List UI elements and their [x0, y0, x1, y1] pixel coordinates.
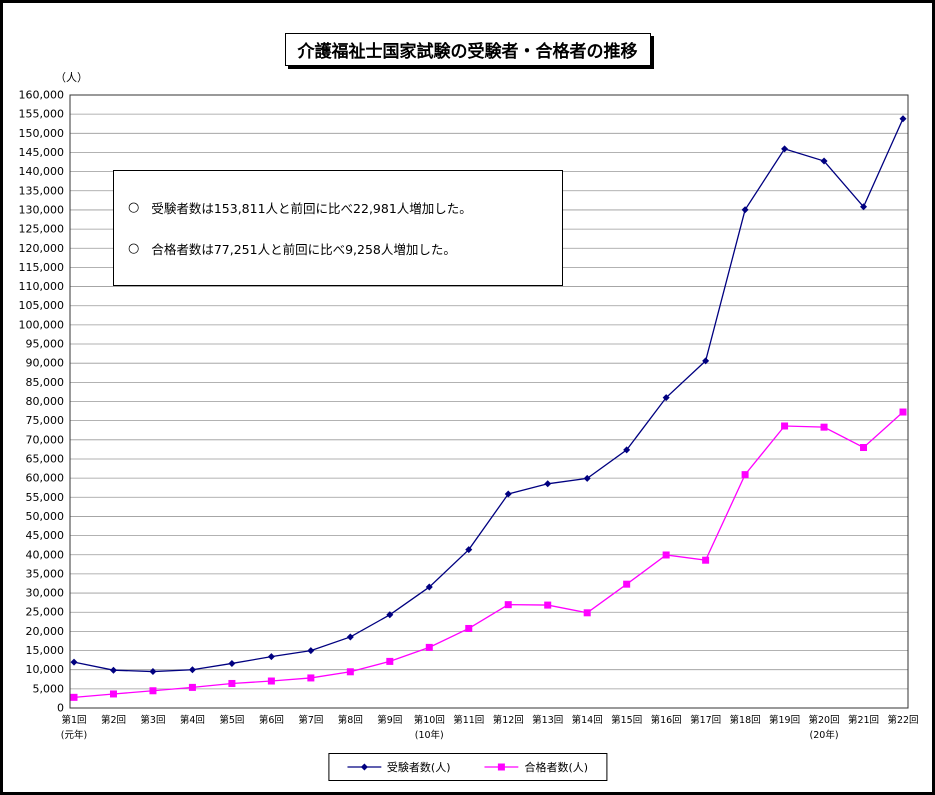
- svg-text:115,000: 115,000: [19, 261, 65, 274]
- svg-text:第1回: 第1回: [61, 714, 86, 726]
- svg-text:130,000: 130,000: [19, 203, 65, 216]
- svg-text:20,000: 20,000: [26, 625, 65, 638]
- legend-label-examinees: 受験者数(人): [386, 761, 451, 774]
- circle-bullet-icon: ○: [128, 200, 140, 215]
- svg-text:第7回: 第7回: [298, 714, 323, 726]
- svg-text:40,000: 40,000: [26, 548, 65, 561]
- svg-text:第10回: 第10回: [414, 714, 445, 726]
- annotation-text-passers: 合格者数は77,251人と前回に比べ9,258人増加した。: [151, 242, 456, 257]
- annotation-box: ○ 受験者数は153,811人と前回に比べ22,981人増加した。 ○ 合格者数…: [113, 170, 563, 286]
- svg-text:50,000: 50,000: [26, 510, 65, 523]
- y-axis-unit-label: （人）: [55, 71, 88, 84]
- svg-text:(元年): (元年): [61, 729, 87, 741]
- svg-text:第21回: 第21回: [848, 714, 879, 726]
- svg-text:第3回: 第3回: [140, 714, 165, 726]
- svg-text:(10年): (10年): [415, 729, 444, 741]
- svg-text:第17回: 第17回: [690, 714, 721, 726]
- diamond-marker-icon: [346, 763, 381, 771]
- svg-text:90,000: 90,000: [26, 357, 65, 370]
- svg-text:75,000: 75,000: [26, 414, 65, 427]
- svg-text:第14回: 第14回: [572, 714, 603, 726]
- svg-text:35,000: 35,000: [26, 567, 65, 580]
- circle-bullet-icon: ○: [128, 241, 140, 256]
- legend-item-passers: 合格者数(人): [484, 759, 589, 775]
- chart-title: 介護福祉士国家試験の受験者・合格者の推移: [284, 33, 651, 66]
- svg-text:第20回: 第20回: [809, 714, 840, 726]
- svg-text:(20年): (20年): [810, 729, 839, 741]
- svg-text:80,000: 80,000: [26, 395, 65, 408]
- svg-text:125,000: 125,000: [19, 223, 65, 236]
- svg-text:105,000: 105,000: [19, 299, 65, 312]
- svg-text:55,000: 55,000: [26, 491, 65, 504]
- svg-text:25,000: 25,000: [26, 606, 65, 619]
- svg-text:第8回: 第8回: [338, 714, 363, 726]
- svg-text:第6回: 第6回: [259, 714, 284, 726]
- svg-text:第16回: 第16回: [651, 714, 682, 726]
- svg-text:第22回: 第22回: [887, 714, 918, 726]
- svg-text:60,000: 60,000: [26, 472, 65, 485]
- svg-text:145,000: 145,000: [19, 146, 65, 159]
- svg-text:5,000: 5,000: [33, 682, 65, 695]
- svg-text:45,000: 45,000: [26, 529, 65, 542]
- svg-text:第5回: 第5回: [219, 714, 244, 726]
- chart-legend: 受験者数(人) 合格者数(人): [327, 753, 608, 781]
- line-chart-canvas: 0 5,000 10,000 15,000 20,000 25,000 30,000 35,0…: [19, 89, 919, 742]
- svg-text:第4回: 第4回: [180, 714, 205, 726]
- svg-text:第2回: 第2回: [101, 714, 126, 726]
- svg-text:85,000: 85,000: [26, 376, 65, 389]
- square-marker-icon: [484, 763, 519, 771]
- svg-text:100,000: 100,000: [19, 318, 65, 331]
- annotation-text-examinees: 受験者数は153,811人と前回に比べ22,981人増加した。: [151, 201, 472, 216]
- svg-text:65,000: 65,000: [26, 452, 65, 465]
- svg-text:0: 0: [57, 702, 64, 715]
- svg-text:第19回: 第19回: [769, 714, 800, 726]
- svg-text:第18回: 第18回: [730, 714, 761, 726]
- svg-text:110,000: 110,000: [19, 280, 65, 293]
- legend-label-passers: 合格者数(人): [524, 761, 589, 774]
- svg-text:135,000: 135,000: [19, 184, 65, 197]
- svg-text:10,000: 10,000: [26, 663, 65, 676]
- svg-text:第12回: 第12回: [493, 714, 524, 726]
- svg-text:160,000: 160,000: [19, 89, 65, 102]
- svg-text:150,000: 150,000: [19, 127, 65, 140]
- svg-text:140,000: 140,000: [19, 165, 65, 178]
- annotation-line: ○ 合格者数は77,251人と前回に比べ9,258人増加した。: [128, 239, 562, 258]
- svg-text:155,000: 155,000: [19, 108, 65, 121]
- svg-text:第15回: 第15回: [611, 714, 642, 726]
- svg-text:70,000: 70,000: [26, 433, 65, 446]
- svg-text:15,000: 15,000: [26, 644, 65, 657]
- svg-text:第9回: 第9回: [377, 714, 402, 726]
- annotation-line: ○ 受験者数は153,811人と前回に比べ22,981人増加した。: [128, 198, 562, 217]
- legend-item-examinees: 受験者数(人): [346, 759, 451, 775]
- svg-text:第13回: 第13回: [532, 714, 563, 726]
- svg-text:120,000: 120,000: [19, 242, 65, 255]
- svg-text:95,000: 95,000: [26, 338, 65, 351]
- svg-text:第11回: 第11回: [453, 714, 484, 726]
- svg-text:30,000: 30,000: [26, 587, 65, 600]
